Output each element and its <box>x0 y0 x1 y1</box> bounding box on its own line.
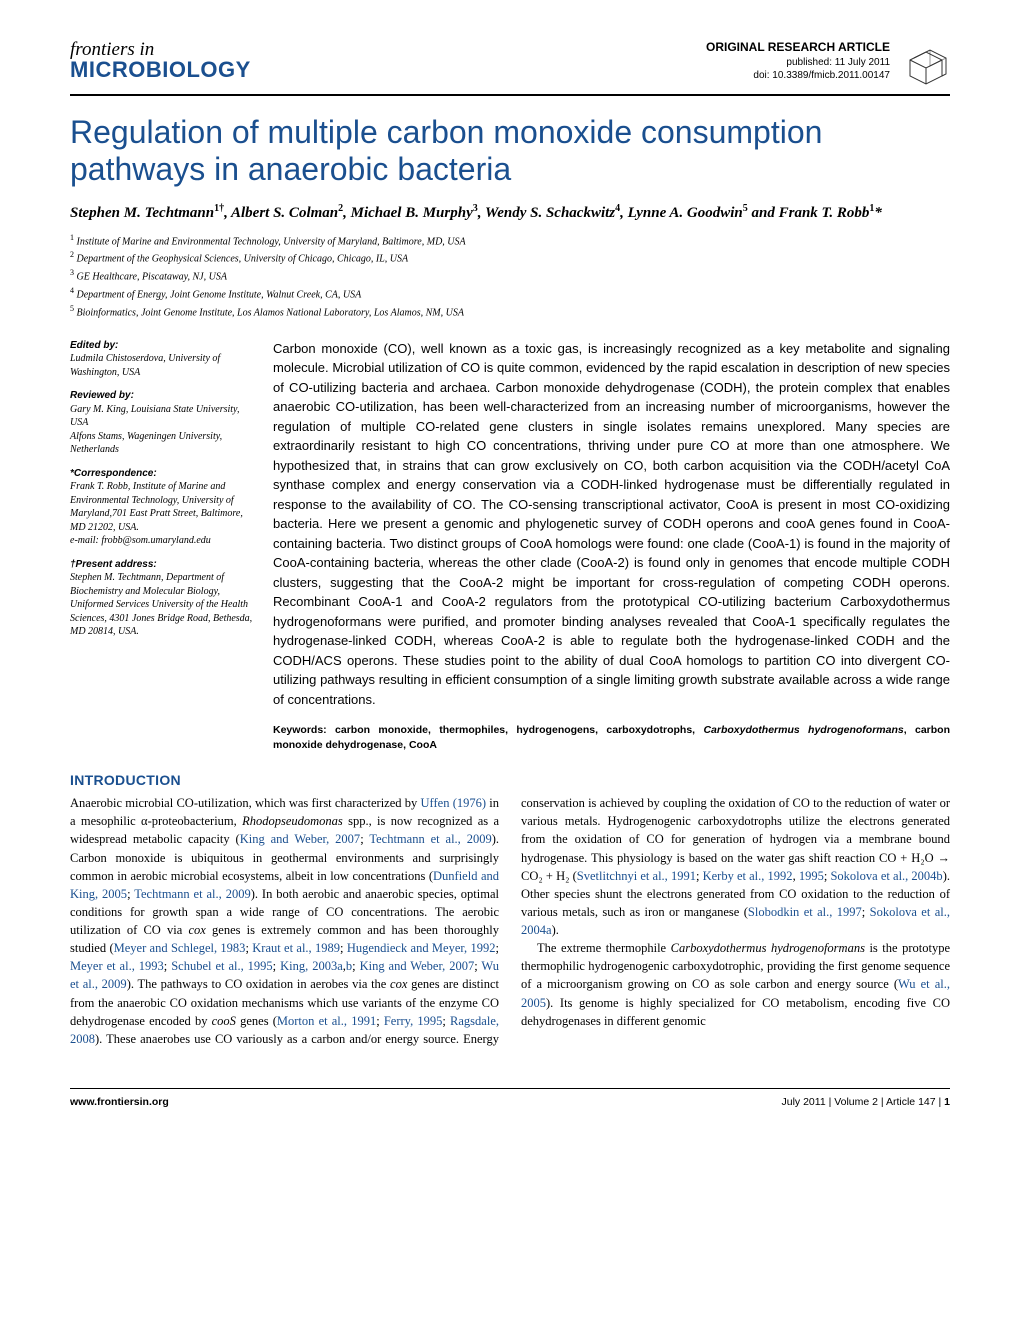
ref-link[interactable]: Kerby et al., 1992 <box>703 869 793 883</box>
present-address-block: †Present address: Stephen M. Techtmann, … <box>70 558 255 639</box>
editorial-sidebar: Edited by: Ludmila Chistoserdova, Univer… <box>70 339 255 753</box>
correspondence-label: *Correspondence: <box>70 467 255 481</box>
article-meta: ORIGINAL RESEARCH ARTICLE published: 11 … <box>706 40 950 88</box>
article-title: Regulation of multiple carbon monoxide c… <box>70 114 950 188</box>
correspondence-text: Frank T. Robb, Institute of Marine and E… <box>70 480 255 534</box>
published-date: published: 11 July 2011 <box>706 56 890 69</box>
keywords-species: Carboxydothermus hydrogenoformans <box>703 724 903 736</box>
edited-by-name: Ludmila Chistoserdova, University of Was… <box>70 352 255 379</box>
abstract: Carbon monoxide (CO), well known as a to… <box>273 339 950 753</box>
affiliations: 1 Institute of Marine and Environmental … <box>70 232 950 321</box>
ref-link[interactable]: Hugendieck and Meyer, 1992 <box>347 941 496 955</box>
ref-link[interactable]: Morton et al., 1991 <box>277 1014 376 1028</box>
correspondence-email: e-mail: frobb@som.umaryland.edu <box>70 534 255 548</box>
ref-link[interactable]: Meyer and Schlegel, 1983 <box>114 941 246 955</box>
body-text: Anaerobic microbial CO-utilization, whic… <box>70 794 950 1048</box>
ref-link[interactable]: King and Weber, 2007 <box>360 959 475 973</box>
ref-link[interactable]: Techtmann et al., 2009 <box>369 832 491 846</box>
journal-brand: frontiers in MICROBIOLOGY <box>70 40 251 81</box>
article-type: ORIGINAL RESEARCH ARTICLE <box>706 40 890 56</box>
abstract-text: Carbon monoxide (CO), well known as a to… <box>273 341 950 707</box>
author-list: Stephen M. Techtmann1†, Albert S. Colman… <box>70 202 950 224</box>
ref-link[interactable]: King, 2003a <box>280 959 343 973</box>
present-address-label: †Present address: <box>70 558 255 572</box>
intro-para-2: The extreme thermophile Carboxydothermus… <box>521 939 950 1030</box>
footer-citation: July 2011 | Volume 2 | Article 147 | 1 <box>781 1095 950 1110</box>
footer-url[interactable]: www.frontiersin.org <box>70 1095 169 1110</box>
keywords: Keywords: carbon monoxide, thermophiles,… <box>273 723 950 752</box>
ref-link[interactable]: Ferry, 1995 <box>384 1014 443 1028</box>
ref-link[interactable]: King and Weber, 2007 <box>240 832 360 846</box>
correspondence-block: *Correspondence: Frank T. Robb, Institut… <box>70 467 255 548</box>
keywords-prefix: Keywords: carbon monoxide, thermophiles,… <box>273 724 703 736</box>
ref-link[interactable]: Svetlitchnyi et al., 1991 <box>577 869 696 883</box>
ref-link[interactable]: Slobodkin et al., 1997 <box>748 905 862 919</box>
ref-link[interactable]: Sokolova et al., 2004b <box>830 869 942 883</box>
edited-by-label: Edited by: <box>70 339 255 353</box>
ref-link[interactable]: Kraut et al., 1989 <box>252 941 340 955</box>
brand-bottom: MICROBIOLOGY <box>70 59 251 81</box>
ref-link[interactable]: 1995 <box>799 869 824 883</box>
reviewer-2: Alfons Stams, Wageningen University, Net… <box>70 430 255 457</box>
ref-link[interactable]: Techtmann et al., 2009 <box>134 887 250 901</box>
page-header: frontiers in MICROBIOLOGY ORIGINAL RESEA… <box>70 40 950 96</box>
abstract-row: Edited by: Ludmila Chistoserdova, Univer… <box>70 339 950 753</box>
meta-text: ORIGINAL RESEARCH ARTICLE published: 11 … <box>706 40 890 82</box>
introduction-heading: INTRODUCTION <box>70 771 950 791</box>
edited-by-block: Edited by: Ludmila Chistoserdova, Univer… <box>70 339 255 380</box>
doi: doi: 10.3389/fmicb.2011.00147 <box>706 69 890 82</box>
ref-link[interactable]: Uffen (1976) <box>421 796 487 810</box>
frontiers-logo-icon <box>902 40 950 88</box>
reviewed-by-block: Reviewed by: Gary M. King, Louisiana Sta… <box>70 389 255 457</box>
ref-link[interactable]: Schubel et al., 1995 <box>171 959 272 973</box>
reviewer-1: Gary M. King, Louisiana State University… <box>70 403 255 430</box>
page-number: 1 <box>944 1096 950 1108</box>
ref-link[interactable]: Meyer et al., 1993 <box>70 959 164 973</box>
page-footer: www.frontiersin.org July 2011 | Volume 2… <box>70 1088 950 1110</box>
present-address-text: Stephen M. Techtmann, Department of Bioc… <box>70 571 255 639</box>
reviewed-by-label: Reviewed by: <box>70 389 255 403</box>
